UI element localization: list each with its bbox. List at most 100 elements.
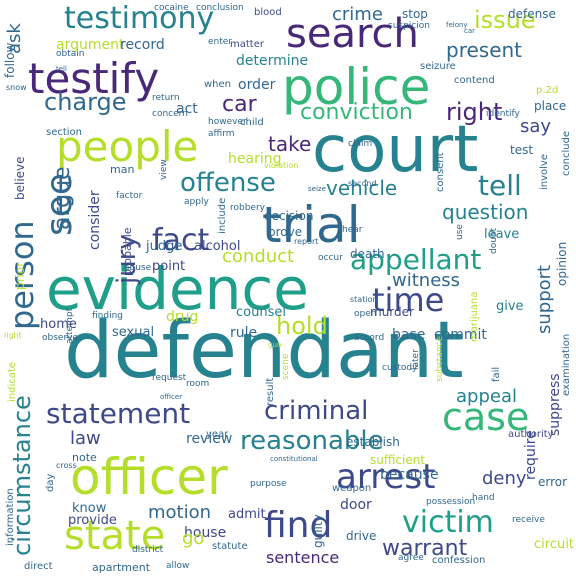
cloud-word: open <box>354 309 377 319</box>
cloud-word: abuse <box>124 263 152 273</box>
cloud-word: blood <box>254 7 282 18</box>
cloud-word: substance <box>435 335 445 382</box>
cloud-word: stop <box>402 7 428 21</box>
cloud-word: felony <box>446 21 468 29</box>
cloud-word: officer <box>70 448 228 506</box>
cloud-word: commit <box>434 327 487 343</box>
cloud-word: decision <box>264 209 314 223</box>
cloud-word: drug <box>166 309 199 325</box>
cloud-word: confession <box>432 555 486 566</box>
cloud-word: police <box>282 58 431 116</box>
cloud-word: appellant <box>350 243 482 276</box>
cloud-word: seize <box>308 185 326 193</box>
cloud-word: opinion <box>555 241 569 286</box>
cloud-word: man <box>110 163 135 176</box>
cloud-word: because <box>380 467 439 483</box>
cloud-word: leave <box>484 227 520 242</box>
cloud-word: give <box>496 299 524 314</box>
cloud-word: drive <box>346 529 377 543</box>
cloud-word: however <box>208 117 247 127</box>
cloud-word: conclude <box>561 130 572 176</box>
cloud-word: custody <box>382 363 418 373</box>
cloud-word: counsel <box>236 305 286 320</box>
cloud-word: consent <box>435 152 446 192</box>
cloud-word: house <box>184 525 227 541</box>
cloud-word: direct <box>24 561 53 572</box>
cloud-word: station <box>350 295 378 304</box>
cloud-word: enter <box>208 37 233 47</box>
cloud-word: arrest <box>336 457 436 497</box>
cloud-word: charge <box>44 88 127 116</box>
cloud-word: error <box>538 475 568 489</box>
cloud-word: authority <box>508 429 554 440</box>
cloud-word: know <box>72 501 107 516</box>
cloud-word: criminal <box>264 396 369 426</box>
cloud-word: occur <box>318 253 343 263</box>
cloud-word: case <box>442 395 530 439</box>
cloud-word: possession <box>426 497 476 507</box>
cloud-word: prior <box>13 261 27 290</box>
cloud-word: find <box>264 505 333 546</box>
cloud-word: matter <box>230 39 264 50</box>
cloud-word: door <box>340 497 372 513</box>
cloud-word: robbery <box>230 203 265 213</box>
cloud-word: prove <box>268 225 303 239</box>
cloud-word: hand <box>472 493 495 503</box>
cloud-word: section <box>46 127 83 138</box>
cloud-word: motion <box>148 502 212 523</box>
cloud-word: warrant <box>382 536 468 561</box>
cloud-word: weapon <box>332 483 372 494</box>
cloud-word: suppress <box>547 373 563 436</box>
cloud-word: order <box>238 77 276 93</box>
cloud-word: question <box>442 200 529 224</box>
cloud-word: follow <box>3 42 17 78</box>
cloud-word: state <box>64 513 166 559</box>
cloud-word: suspicion <box>388 21 430 31</box>
cloud-word: car <box>464 27 476 35</box>
cloud-word: second <box>348 179 377 188</box>
cloud-word: when <box>204 79 232 90</box>
cloud-word: place <box>534 99 567 113</box>
cloud-word: say <box>520 116 552 137</box>
cloud-word: provide <box>68 513 117 528</box>
cloud-word: reasonable <box>240 426 384 456</box>
cloud-word: act <box>176 101 198 117</box>
cloud-word: district <box>132 545 164 555</box>
cloud-word: concern <box>152 109 188 119</box>
cloud-word: include <box>217 197 228 234</box>
cloud-word: search <box>286 11 419 57</box>
cloud-word: rule <box>230 325 258 341</box>
cloud-word: purpose <box>250 479 287 489</box>
cloud-word: gun <box>268 341 282 349</box>
cloud-word: examination <box>561 333 572 396</box>
cloud-word: cocaine <box>154 3 189 13</box>
cloud-word: request <box>152 373 187 383</box>
cloud-word: year <box>206 429 229 440</box>
cloud-word: vehicle <box>326 176 398 200</box>
cloud-word: allow <box>166 561 190 571</box>
cloud-word: crime <box>332 4 383 25</box>
cloud-word: argument <box>56 37 125 53</box>
cloud-word: right <box>446 98 503 126</box>
cloud-word: seizure <box>420 61 456 72</box>
cloud-word: conclusion <box>196 3 244 13</box>
cloud-word: determine <box>236 53 309 69</box>
cloud-word: take <box>268 132 312 156</box>
cloud-word: receive <box>512 515 545 525</box>
cloud-word: witness <box>392 270 461 291</box>
cloud-word: obtain <box>56 49 85 59</box>
cloud-word: return <box>152 93 180 103</box>
cloud-word: murder <box>370 305 414 319</box>
cloud-word: indicate <box>7 362 18 402</box>
cloud-word: judge <box>146 239 183 254</box>
cloud-word: victim <box>402 505 494 540</box>
cloud-word: apartment <box>92 561 151 574</box>
cloud-word: circuit <box>534 537 574 552</box>
cloud-word: use <box>455 224 465 240</box>
cloud-word: argue <box>50 166 75 230</box>
cloud-word: death <box>350 247 385 261</box>
cloud-word: identify <box>486 109 520 119</box>
cloud-word: day <box>45 473 56 492</box>
cloud-word: admit <box>228 507 266 522</box>
cloud-word: test <box>510 143 534 157</box>
